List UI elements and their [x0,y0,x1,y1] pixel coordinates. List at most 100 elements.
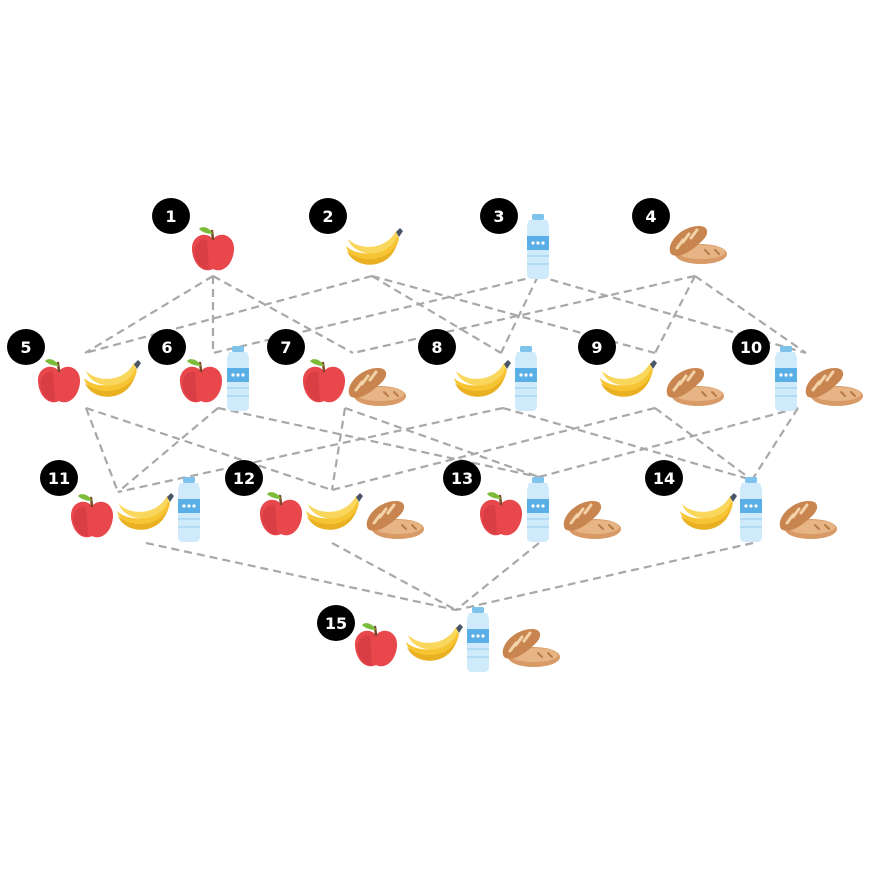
edge-10-14 [751,407,799,481]
apple-icon [69,492,115,539]
edge-3-8 [500,275,539,354]
node-badge [632,198,670,234]
edge-13-15 [455,542,540,611]
node-1: 1 [152,198,236,272]
apple-icon [190,225,236,272]
apple-icon [478,490,524,537]
node-badge [148,329,186,365]
node-14: 14 [645,460,839,543]
banana-icon [406,624,463,661]
water-bottle-icon [526,476,550,543]
node-label: 7 [280,338,291,357]
node-badge [443,460,481,496]
node-label: 10 [740,338,762,357]
node-label: 11 [48,469,70,488]
bread-icon [665,366,726,408]
node-badge [578,329,616,365]
node-label: 15 [325,614,347,633]
bread-icon [804,366,865,408]
node-label: 6 [161,338,172,357]
node-10: 10 [732,329,865,412]
node-badge [418,329,456,365]
node-badge [7,329,45,365]
water-bottle-icon [177,476,201,543]
node-label: 12 [233,469,255,488]
apple-icon [353,621,399,668]
node-badge [267,329,305,365]
edge-6-13 [217,406,540,479]
edge-6-11 [117,407,219,493]
water-bottle-icon [739,476,763,543]
node-badge [152,198,190,234]
edge-5-12 [85,406,333,492]
node-15: 15 [317,605,562,673]
edge-10-13 [538,406,799,479]
node-badge [40,460,78,496]
edge-1-7 [212,275,354,354]
edge-4-9 [654,275,696,354]
node-8: 8 [418,329,538,412]
node-label: 13 [451,469,473,488]
node-3: 3 [480,198,550,280]
water-bottle-icon [226,345,250,412]
node-13: 13 [443,460,623,543]
node-12: 12 [225,460,426,541]
node-4: 4 [632,198,729,266]
bread-icon [365,499,426,541]
apple-icon [301,357,347,404]
node-9: 9 [578,329,726,408]
banana-icon [600,360,657,397]
bread-icon [562,499,623,541]
edge-8-11 [117,406,504,494]
apple-icon [178,357,224,404]
edge-8-14 [502,406,753,482]
apple-icon [36,357,82,404]
edge-14-15 [455,541,754,612]
node-badge [225,460,263,496]
edge-9-12 [331,406,656,492]
node-label: 8 [431,338,442,357]
node-badge [645,460,683,496]
edge-3-6 [212,274,539,355]
node-badge [480,198,518,234]
banana-icon [306,493,363,530]
edge-11-15 [145,541,457,612]
node-5: 5 [7,329,141,404]
node-label: 3 [493,207,504,226]
edge-7-12 [330,407,347,491]
banana-icon [454,360,511,397]
bread-icon [778,499,839,541]
node-badge [317,605,355,641]
bread-icon [501,627,562,669]
banana-icon [680,493,737,530]
edge-1-5 [84,275,214,354]
edge-5-11 [84,407,120,493]
water-bottle-icon [526,213,550,280]
water-bottle-icon [466,606,490,673]
edge-7-13 [344,406,540,479]
edge-3-10 [537,274,807,355]
banana-icon [346,228,403,265]
water-bottle-icon [514,345,538,412]
edge-2-5 [84,274,373,355]
node-label: 9 [591,338,602,357]
banana-icon [117,493,174,530]
node-label: 14 [653,469,675,488]
node-label: 4 [645,207,656,226]
bread-icon [668,224,729,266]
edge-12-15 [331,542,457,611]
edge-2-9 [371,274,656,355]
node-label: 2 [322,207,333,226]
edge-layer [84,274,807,612]
banana-icon [84,360,141,397]
node-11: 11 [40,460,201,543]
node-label: 5 [20,338,31,357]
apple-icon [258,490,304,537]
edge-9-14 [654,407,753,481]
bread-icon [347,366,408,408]
edge-4-10 [694,275,807,354]
node-6: 6 [148,329,250,412]
